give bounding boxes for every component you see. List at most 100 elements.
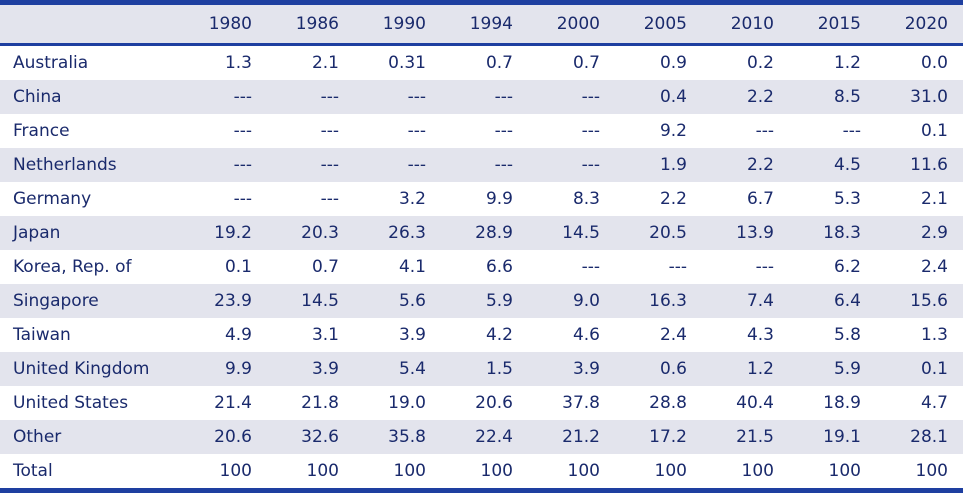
cell-value: 28.8: [649, 393, 687, 413]
cell-value: 9.0: [572, 291, 600, 311]
cell-value: ---: [581, 155, 600, 175]
row-label: Germany: [13, 189, 92, 209]
cell-value: 9.9: [485, 189, 513, 209]
cell-value: 31.0: [910, 87, 948, 107]
cell-value: ---: [407, 87, 426, 107]
cell-value: 5.4: [398, 359, 426, 379]
cell-value: 9.9: [224, 359, 252, 379]
corner-cell: [0, 2, 180, 46]
cell-value: 0.0: [920, 53, 948, 73]
cell-value: ---: [233, 121, 252, 141]
cell-value: 2.4: [920, 257, 948, 277]
cell-value: ---: [494, 121, 513, 141]
cell-value: 100: [219, 461, 252, 481]
year-column-header: 1990: [354, 2, 441, 46]
cell-value: 1.5: [485, 359, 513, 379]
table-header: 1980 1986 1990 1994 2000 2005 2010 2015 2020: [0, 2, 963, 46]
cell-value: 8.3: [572, 189, 600, 209]
cell-value: 3.2: [398, 189, 426, 209]
year-column-header: 2020: [876, 2, 963, 46]
row-label: Japan: [13, 223, 61, 243]
year-column-header: 2000: [528, 2, 615, 46]
cell-value: 16.3: [649, 291, 687, 311]
cell-value: 28.9: [475, 223, 513, 243]
cell-value: 18.9: [823, 393, 861, 413]
cell-value: 2.1: [920, 189, 948, 209]
cell-value: 4.5: [833, 155, 861, 175]
cell-value: 3.9: [398, 325, 426, 345]
table-row: Korea, Rep. of 0.1 0.7 4.1 6.6 --- --- --- 6.2 2.…: [0, 250, 963, 284]
cell-value: 15.6: [910, 291, 948, 311]
row-label: Total: [13, 461, 53, 481]
cell-value: ---: [494, 155, 513, 175]
cell-value: 2.2: [746, 155, 774, 175]
year-column-header: 2005: [615, 2, 702, 46]
cell-value: 1.3: [224, 53, 252, 73]
cell-value: 2.2: [659, 189, 687, 209]
cell-value: ---: [842, 121, 861, 141]
cell-value: ---: [581, 257, 600, 277]
cell-value: 4.7: [920, 393, 948, 413]
cell-value: 2.1: [311, 53, 339, 73]
cell-value: 20.5: [649, 223, 687, 243]
cell-value: 22.4: [475, 427, 513, 447]
table-row: Taiwan 4.9 3.1 3.9 4.2 4.6 2.4 4.3 5.8 1.3: [0, 318, 963, 352]
cell-value: ---: [320, 121, 339, 141]
table-body: Australia 1.3 2.1 0.31 0.7 0.7 0.9 0.2 1.2 0.0 Chi…: [0, 44, 963, 491]
year-column-header: 2010: [702, 2, 789, 46]
cell-value: 2.2: [746, 87, 774, 107]
cell-value: 40.4: [736, 393, 774, 413]
cell-value: 6.6: [485, 257, 513, 277]
cell-value: 4.6: [572, 325, 600, 345]
cell-value: 32.6: [301, 427, 339, 447]
year-column-header: 2015: [789, 2, 876, 46]
cell-value: 20.3: [301, 223, 339, 243]
cell-value: 5.6: [398, 291, 426, 311]
cell-value: 4.3: [746, 325, 774, 345]
row-label: Singapore: [13, 291, 99, 311]
cell-value: 18.3: [823, 223, 861, 243]
cell-value: 100: [828, 461, 861, 481]
table-row: United Kingdom 9.9 3.9 5.4 1.5 3.9 0.6 1.2 5.9 0.…: [0, 352, 963, 386]
cell-value: 0.1: [920, 359, 948, 379]
cell-value: 100: [654, 461, 687, 481]
cell-value: 37.8: [562, 393, 600, 413]
cell-value: 17.2: [649, 427, 687, 447]
cell-value: 100: [306, 461, 339, 481]
table-row: China --- --- --- --- --- 0.4 2.2 8.5 31.0: [0, 80, 963, 114]
cell-value: 1.2: [833, 53, 861, 73]
cell-value: 0.1: [920, 121, 948, 141]
cell-value: 19.1: [823, 427, 861, 447]
row-label: Other: [13, 427, 62, 447]
cell-value: ---: [233, 189, 252, 209]
year-column-header: 1986: [267, 2, 354, 46]
cell-value: ---: [233, 87, 252, 107]
cell-value: 2.9: [920, 223, 948, 243]
table-row: Japan 19.2 20.3 26.3 28.9 14.5 20.5 13.9 18.3 2.9: [0, 216, 963, 250]
cell-value: ---: [233, 155, 252, 175]
cell-value: 2.4: [659, 325, 687, 345]
cell-value: 21.4: [214, 393, 252, 413]
row-label: Taiwan: [13, 325, 71, 345]
table-row: Total 100 100 100 100 100 100 100 100 100: [0, 454, 963, 491]
year-column-header: 1994: [441, 2, 528, 46]
cell-value: 6.7: [746, 189, 774, 209]
cell-value: ---: [755, 121, 774, 141]
cell-value: 100: [393, 461, 426, 481]
cell-value: 5.9: [833, 359, 861, 379]
row-label: Netherlands: [13, 155, 117, 175]
row-label: Korea, Rep. of: [13, 257, 132, 277]
cell-value: 4.2: [485, 325, 513, 345]
cell-value: 0.7: [485, 53, 513, 73]
cell-value: ---: [494, 87, 513, 107]
cell-value: 26.3: [388, 223, 426, 243]
cell-value: 1.3: [920, 325, 948, 345]
table-row: United States 21.4 21.8 19.0 20.6 37.8 28.8 40.…: [0, 386, 963, 420]
table-row: Australia 1.3 2.1 0.31 0.7 0.7 0.9 0.2 1.2 0.0: [0, 44, 963, 80]
cell-value: 14.5: [562, 223, 600, 243]
table-row: France --- --- --- --- --- 9.2 --- --- 0.1: [0, 114, 963, 148]
year-column-header: 1980: [180, 2, 267, 46]
cell-value: 8.5: [833, 87, 861, 107]
cell-value: 0.2: [746, 53, 774, 73]
